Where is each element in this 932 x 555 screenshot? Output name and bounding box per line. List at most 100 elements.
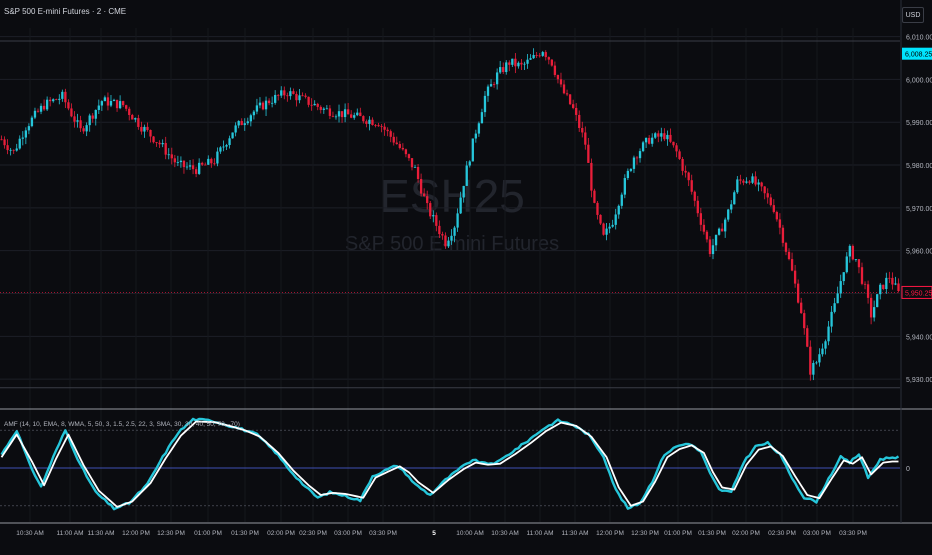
candle bbox=[629, 168, 633, 173]
currency-button[interactable]: USD bbox=[902, 7, 924, 23]
candle bbox=[310, 98, 313, 111]
x-tick-label: 03:00 PM bbox=[803, 530, 831, 537]
candle bbox=[207, 155, 210, 165]
x-tick-label: 02:30 PM bbox=[768, 530, 796, 537]
candle bbox=[94, 109, 97, 126]
candle bbox=[623, 174, 626, 199]
candle bbox=[118, 95, 122, 110]
candle bbox=[191, 159, 195, 175]
candle bbox=[535, 52, 538, 59]
candle bbox=[58, 94, 61, 105]
candle bbox=[517, 61, 520, 69]
candle bbox=[213, 158, 216, 166]
candle bbox=[669, 128, 672, 144]
candle bbox=[541, 50, 544, 57]
candle bbox=[544, 50, 547, 61]
candle bbox=[876, 293, 879, 308]
amf-slow-line bbox=[0, 420, 899, 508]
candle bbox=[720, 223, 724, 232]
candle bbox=[76, 113, 79, 128]
candle bbox=[605, 223, 608, 241]
x-tick-label: 03:30 PM bbox=[369, 530, 397, 537]
chart-title[interactable]: S&P 500 E-mini Futures · 2 · CME bbox=[4, 7, 127, 16]
amf-indicator-label[interactable]: AMF (14, 10, EMA, 8, WMA, 5, 50, 3, 1.5,… bbox=[4, 421, 240, 428]
candle bbox=[158, 140, 161, 148]
candle bbox=[91, 113, 94, 123]
candle bbox=[194, 166, 198, 178]
candle bbox=[21, 131, 24, 146]
candle bbox=[368, 116, 371, 131]
candle bbox=[292, 88, 295, 95]
amf-indicator bbox=[0, 417, 900, 511]
candle bbox=[283, 86, 286, 100]
candle bbox=[128, 106, 131, 121]
candle bbox=[857, 258, 861, 274]
candle bbox=[654, 132, 657, 139]
candle bbox=[775, 210, 779, 222]
candle bbox=[833, 297, 836, 314]
x-tick-label: 01:30 PM bbox=[698, 530, 726, 537]
candle bbox=[395, 136, 398, 145]
candle bbox=[565, 89, 569, 97]
candle bbox=[486, 84, 490, 102]
candle bbox=[480, 108, 484, 124]
candle bbox=[739, 174, 742, 185]
candle bbox=[33, 107, 37, 120]
candle bbox=[277, 94, 280, 101]
x-tick-label: 02:30 PM bbox=[299, 530, 327, 537]
candle bbox=[146, 122, 149, 132]
x-tick-label: 5 bbox=[432, 530, 436, 537]
candle bbox=[553, 61, 557, 78]
candle bbox=[459, 191, 462, 215]
candle bbox=[851, 244, 855, 261]
grid-lines bbox=[0, 28, 900, 522]
candle bbox=[82, 126, 85, 134]
candle bbox=[556, 74, 560, 84]
candle bbox=[462, 185, 465, 203]
candle bbox=[398, 141, 401, 150]
candle bbox=[106, 92, 110, 111]
candle bbox=[131, 113, 134, 120]
candle bbox=[666, 130, 669, 146]
candle bbox=[188, 159, 192, 171]
candle bbox=[702, 219, 706, 235]
candle bbox=[219, 146, 222, 154]
candle bbox=[286, 92, 289, 102]
candle bbox=[289, 87, 292, 100]
y-tick-label: 5,940.00 bbox=[906, 334, 932, 341]
candle bbox=[748, 179, 751, 185]
candle bbox=[304, 93, 307, 99]
candle bbox=[514, 53, 517, 74]
candle bbox=[708, 236, 712, 257]
candle bbox=[383, 123, 386, 136]
candle bbox=[161, 139, 164, 148]
candle bbox=[815, 360, 818, 365]
candle bbox=[873, 300, 876, 322]
candle bbox=[839, 274, 842, 298]
candle bbox=[836, 286, 839, 304]
candle bbox=[532, 48, 535, 59]
candle bbox=[790, 252, 794, 272]
candle bbox=[198, 158, 201, 175]
candle bbox=[803, 309, 806, 335]
candle bbox=[243, 118, 246, 131]
y-tick-label: 5,970.00 bbox=[906, 206, 932, 213]
candle bbox=[492, 81, 496, 88]
y-tick-label: 5,930.00 bbox=[906, 377, 932, 384]
candle bbox=[809, 340, 812, 381]
candle bbox=[648, 135, 651, 145]
candle bbox=[891, 272, 894, 290]
candle bbox=[547, 56, 550, 65]
candle bbox=[167, 148, 170, 160]
candle bbox=[736, 176, 739, 194]
candle bbox=[635, 155, 639, 165]
candle bbox=[502, 62, 505, 75]
candle bbox=[897, 278, 900, 293]
candle bbox=[237, 120, 240, 129]
candle bbox=[711, 238, 715, 260]
x-tick-label: 01:00 PM bbox=[664, 530, 692, 537]
candle bbox=[854, 259, 858, 262]
candle bbox=[413, 164, 417, 168]
